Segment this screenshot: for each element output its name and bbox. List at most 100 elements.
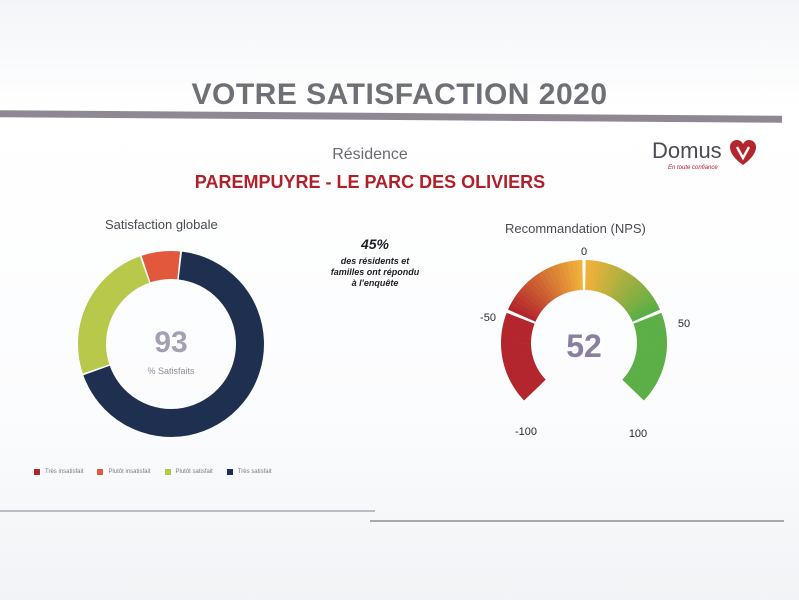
gauge-segment <box>613 273 635 302</box>
legend-swatch <box>34 469 40 475</box>
gauge-segment <box>626 371 654 393</box>
legend-item: Très satisfait <box>226 469 272 475</box>
gauge-segment <box>635 322 666 334</box>
legend-item: Plutôt satisfait <box>164 469 213 475</box>
legend-item: Plutôt insatisfait <box>97 469 151 475</box>
gauge-segment <box>628 368 657 389</box>
gauge-tick-label: 100 <box>629 428 647 440</box>
donut-slice <box>78 256 150 374</box>
heart-v-logo-icon <box>730 140 756 165</box>
response-text-3: à l'enquête <box>351 278 399 288</box>
gauge-segment <box>551 264 567 295</box>
gauge-segment <box>629 300 658 320</box>
gauge-segment <box>520 376 546 401</box>
donut-center-value: 93 <box>154 326 187 359</box>
gauge-segment <box>571 260 580 291</box>
gauge-segment <box>624 374 651 397</box>
gauge-segment <box>625 291 653 314</box>
gauge-segment <box>635 353 666 365</box>
logo-tagline: En toute confiance <box>668 165 718 171</box>
gauge-segment <box>504 312 535 328</box>
legend-swatch <box>97 469 104 475</box>
gauge-segment <box>621 283 647 308</box>
response-percent: 45% <box>360 236 390 252</box>
gauge-tick-label: 0 <box>581 246 587 258</box>
gauge-tick-label: -50 <box>480 312 496 324</box>
gauge-segment <box>588 260 597 291</box>
gauge-segment <box>537 270 558 300</box>
legend-item: Très insatisfait <box>34 469 83 475</box>
gauge-segment <box>636 327 667 338</box>
gauge-segment <box>542 268 561 298</box>
gauge-segment <box>506 362 537 380</box>
gauge-segment <box>502 322 533 334</box>
gauge-segment <box>604 266 622 296</box>
gauge-segment <box>514 371 542 393</box>
gauge-value: 52 <box>566 328 602 364</box>
legend-swatch <box>164 469 171 475</box>
gauge-segment <box>502 352 533 365</box>
gauge-segment <box>594 261 607 293</box>
nps-title: Recommandation (NPS) <box>505 221 646 236</box>
gauge-segment <box>630 365 659 385</box>
gauge-segment <box>546 266 564 296</box>
gauge-segment <box>633 312 664 328</box>
gauge-segment <box>512 295 541 316</box>
domusvi-logo: Domus En toute confiance <box>652 138 762 178</box>
gauge-segment <box>598 263 612 294</box>
gauge-segment <box>610 271 631 300</box>
gauge-segment <box>627 295 656 317</box>
gauge-segment <box>601 264 617 295</box>
donut-slice <box>83 251 264 437</box>
gauge-segment <box>505 359 535 375</box>
gauge-segment <box>522 283 548 308</box>
gauge-segment <box>623 287 650 311</box>
gauge-segment <box>632 359 663 375</box>
gauge-segment <box>515 291 543 314</box>
gauge-segment <box>511 368 540 389</box>
gauge-segment <box>634 356 665 370</box>
gauge-segment <box>622 377 648 401</box>
gauge-segment <box>634 317 665 331</box>
gauge-segment <box>501 349 533 360</box>
donut-slice <box>141 251 181 283</box>
satisfaction-title: Satisfaction globale <box>105 217 218 232</box>
donut-center-label: % Satisfaits <box>147 366 195 376</box>
gauge-tick-label: 50 <box>678 318 690 330</box>
legend-label: Très satisfait <box>237 469 272 475</box>
gauge-segment <box>501 327 532 337</box>
gauge-segment <box>503 356 534 370</box>
gauge-segment <box>618 280 643 306</box>
response-rate: 45% des résidents et familles ont répond… <box>300 236 450 289</box>
satisfaction-legend: Très insatisfait Plutôt insatisfait Plut… <box>34 469 272 475</box>
gauge-segment <box>509 365 538 384</box>
gauge-segment <box>631 362 661 380</box>
gauge-segment <box>631 304 661 322</box>
gauge-segment <box>607 268 627 298</box>
gauge-segment <box>525 280 550 306</box>
bottom-divider <box>370 520 784 522</box>
page-title: VOTRE SATISFACTION 2020 <box>191 78 608 111</box>
bottom-divider <box>0 510 375 512</box>
residence-label: Résidence <box>332 146 408 163</box>
gauge-segment <box>529 276 553 304</box>
gauge-segment <box>533 273 555 301</box>
gauge-segment <box>518 287 545 311</box>
residence-name: PAREMPUYRE - LE PARC DES OLIVIERS <box>194 172 546 192</box>
gauge-segment <box>591 260 602 292</box>
response-text-2: familles ont répondu <box>330 267 420 277</box>
gauge-segment <box>507 304 538 322</box>
gauge-segment <box>517 374 544 397</box>
response-text-1: des résidents et <box>340 256 410 266</box>
gauge-segment <box>503 317 534 331</box>
legend-label: Plutôt satisfait <box>175 469 213 475</box>
gauge-segment <box>566 260 577 292</box>
gauge-segment <box>556 262 571 294</box>
legend-label: Très insatisfait <box>45 469 84 475</box>
gauge-tick-label: -100 <box>515 426 537 438</box>
logo-text: Domus <box>652 138 722 163</box>
legend-label: Plutôt insatisfait <box>108 469 151 475</box>
gauge-segment <box>635 349 667 360</box>
